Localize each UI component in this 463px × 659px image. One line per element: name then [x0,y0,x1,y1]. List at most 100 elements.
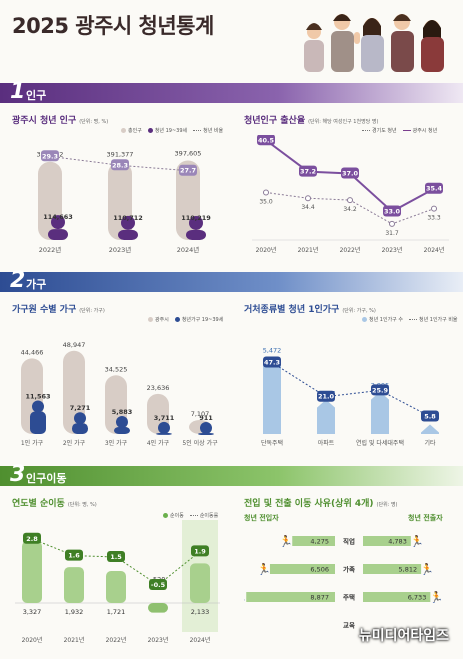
youth-hh-head [32,400,44,413]
youth-hh-label: 5,883 [112,408,133,416]
net-rate-marker [107,551,125,562]
household-size-legend: 광주시 청년가구 19~39세 [148,316,223,323]
net-rate-marker [149,579,167,590]
section-3-number: 3 [10,462,26,487]
watermark: 뉴미디어타임즈 [358,628,449,644]
x-tick-label: 연립 및 다세대주택 [356,439,404,447]
section-1-title: 인구 [26,89,47,102]
net-rate-marker [23,532,41,544]
legend-net: 순이동 [163,512,184,519]
runner-icon: 🏃 [244,591,247,604]
net-rate-label: 1.5 [110,553,122,561]
net-migration-bar [64,567,84,603]
household-size-chart: 44,466 11,563 1인 가구 48,947 7,271 2인 가구 34,525 5… [21,341,218,447]
x-tick-label: 단독주택 [261,439,283,447]
x-tick-label: 2022년 [106,636,127,644]
youth-hh-label: 911 [199,414,213,422]
section-2-title: 가구 [26,278,47,291]
gwangju-label: 37.0 [342,170,359,178]
youth-hh-bar [198,433,214,435]
single-housing-chart: 5,472단독주택2,427아파트2,995연립 및 다세대주택669기타47.… [261,346,439,447]
youth-pop-label: 110,219 [181,214,211,222]
total-pop-label: 391,377 [107,151,134,159]
x-tick-label: 2024년 [424,246,445,254]
legend-single-count: 청년 1인가구 수 [362,316,403,323]
youth-pop-head [121,215,135,230]
x-tick-label: 2인 가구 [63,439,86,447]
inflow-bar [292,536,335,546]
net-rate-label: 1.6 [68,552,80,560]
birth-rate-legend: 경기도 청년 광주시 청년 [362,127,437,134]
net-migration-label: 1,721 [107,608,126,616]
person-4 [391,14,414,72]
youth-population-legend: 총인구 청년 19~39세 청년 비율 [121,127,223,134]
gyeonggi-point [263,189,269,196]
gwangju-label: 33.0 [384,208,401,216]
gwangju-label: 40.5 [258,136,275,144]
gyeonggi-point [389,220,395,227]
section-2-number: 2 [10,268,26,293]
col-inflow-label: 청년 전입자 [244,514,279,522]
ratio-label: 27.7 [180,167,196,175]
outflow-label: 4,783 [388,538,407,546]
gwangju-marker [257,135,275,146]
net-migration-label: 1,932 [65,608,84,616]
x-tick-label: 2024년 [177,245,200,254]
inflow-label: 8,877 [310,594,329,602]
gwangju-marker [299,165,317,177]
legend-net-rate: 순이동률 [189,512,218,519]
ratio-line [49,155,189,172]
gyeonggi-label: 34.2 [343,206,357,213]
single-count-bar [371,391,389,434]
section-3-title: 인구이동 [26,472,67,485]
net-rate-label: 2.8 [26,535,38,543]
single-ratio-label: 25.9 [372,386,389,394]
youth-hh-label: 11,563 [25,393,50,401]
section-3-bar [0,466,463,486]
x-tick-label: 2021년 [64,636,85,644]
outflow-bar [363,536,411,546]
section-1-number: 1 [10,79,26,104]
single-count-bar [421,424,439,434]
x-tick-label: 2022년 [340,246,361,254]
youth-pop-label: 114,663 [43,213,73,221]
single-count-bar [317,399,335,434]
people-illustration [304,14,444,72]
inflow-label: 6,506 [310,566,329,574]
single-ratio-label: 21.0 [318,393,335,401]
youth-hh-bar [72,423,88,434]
youth-hh-label: 3,711 [154,414,175,422]
gyeonggi-label: 33.3 [427,215,441,222]
youth-hh-head [158,421,170,434]
runner-icon: 🏃 [429,591,443,604]
x-tick-label: 5인 이상 가구 [182,439,218,447]
gyeonggi-point [305,195,311,202]
x-tick-label: 2022년 [39,245,62,254]
youth-pop-bar [186,229,206,240]
household-label: 7,107 [191,410,210,418]
net-rate-marker [191,545,209,557]
legend-single-ratio: 청년 1인가구 비율 [408,316,458,323]
net-migration-title: 연도별 순이동 (단위: 명, %) [12,499,97,509]
migration-reasons-chart: 4,275🏃4,783🏃직업6,506🏃5,812🏃가족8,877🏃6,733🏃… [244,535,443,630]
net-migration-bar [190,563,210,603]
household-label: 44,466 [21,348,44,356]
gyeonggi-label: 35.0 [259,199,273,206]
net-rate-label: -0.5 [151,581,166,589]
runner-icon: 🏃 [279,535,293,548]
reason-label: 가족 [343,565,355,574]
net-migration-bar [106,571,126,603]
x-tick-label: 2021년 [298,246,319,254]
reason-label: 주택 [343,593,355,602]
ratio-marker [41,150,59,162]
net-migration-bar [148,603,168,613]
youth-hh-head [74,412,86,425]
household-size-title: 가구원 수별 가구 (단위: 가구) [12,305,105,315]
reason-label: 교육 [343,621,355,630]
migration-reasons-title: 전입 및 전출 이동 사유(상위 4개) (단위: 명) [244,499,398,509]
x-tick-label: 아파트 [318,439,335,447]
x-tick-label: 2023년 [148,636,169,644]
gwangju-marker [383,205,401,217]
legend-youth: 청년 19~39세 [147,127,187,134]
reason-label: 직업 [343,537,355,546]
